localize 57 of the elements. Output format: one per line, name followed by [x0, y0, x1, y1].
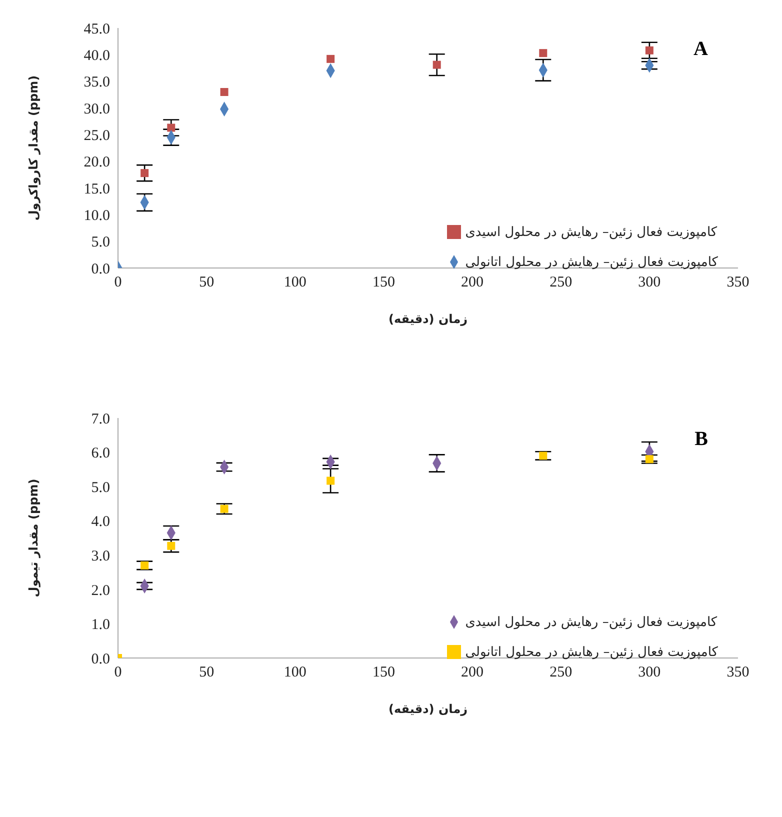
- y-tick-label: 5.0: [91, 234, 110, 251]
- point: [220, 504, 228, 513]
- y-tick-label: 10.0: [84, 208, 110, 224]
- point: [326, 54, 335, 63]
- x-tick-label: 50: [199, 664, 214, 681]
- legend-label: کامپوزیت فعال زئین– رهایش در محلول اسیدی: [465, 615, 718, 630]
- y-tick-label: 15.0: [84, 181, 110, 198]
- x-tick-label: 100: [284, 664, 306, 681]
- x-tick-label: 200: [461, 274, 484, 291]
- y-tick-label: 40.0: [84, 48, 110, 64]
- y-axis-title: مقدار تیمول (ppm): [26, 478, 40, 598]
- x-tick-label: 150: [372, 664, 395, 681]
- point: [167, 542, 176, 550]
- y-tick-label: 2.0: [91, 582, 110, 599]
- point: [539, 49, 548, 58]
- x-tick-label: 250: [550, 274, 572, 291]
- point: [539, 452, 548, 460]
- y-tick-label: 1.0: [91, 617, 110, 634]
- y-tick-label: 20.0: [84, 154, 110, 171]
- x-tick-label: 0: [114, 664, 122, 681]
- y-axis-title: مقدار کارواکرول (ppm): [26, 75, 40, 221]
- x-tick-label: 300: [638, 274, 661, 291]
- y-tick-label: 0.0: [91, 651, 110, 668]
- point: [220, 88, 228, 96]
- x-tick-label: 200: [461, 664, 484, 681]
- x-tick-label: 100: [284, 274, 306, 291]
- y-tick-label: 4.0: [91, 514, 110, 530]
- legend-label: کامپوزیت فعال زئین– رهایش در محلول اتانولی: [465, 645, 718, 660]
- legend-label: کامپوزیت فعال زئین– رهایش در محلول اسیدی: [465, 225, 718, 240]
- y-tick-label: 6.0: [91, 446, 110, 462]
- point: [167, 124, 176, 132]
- y-tick-label: 0.0: [91, 261, 110, 278]
- x-tick-label: 150: [372, 274, 395, 291]
- x-tick-label: 300: [638, 664, 661, 681]
- annotation: A: [694, 38, 708, 61]
- y-tick-label: 7.0: [91, 411, 110, 428]
- y-tick-label: 25.0: [84, 128, 110, 144]
- x-tick-label: 250: [550, 664, 572, 681]
- point: [140, 561, 149, 570]
- point: [326, 476, 335, 485]
- point: [645, 455, 654, 464]
- x-tick-label: 350: [726, 274, 750, 291]
- y-tick-label: 30.0: [84, 101, 110, 118]
- y-tick-label: 5.0: [91, 480, 110, 496]
- legend-label: کامپوزیت فعال زئین– رهایش در محلول اتانولی: [465, 255, 718, 270]
- point: [432, 60, 441, 69]
- x-axis-title: زمان (دقیقه): [388, 702, 468, 716]
- x-axis-title: زمان (دقیقه): [388, 312, 468, 326]
- x-tick-label: 50: [199, 274, 214, 291]
- y-tick-label: 45.0: [84, 21, 110, 38]
- x-tick-label: 0: [114, 274, 122, 291]
- y-tick-label: 35.0: [84, 74, 110, 91]
- annotation: B: [694, 428, 708, 451]
- point: [645, 46, 654, 54]
- y-tick-label: 3.0: [91, 548, 110, 564]
- point: [140, 169, 149, 178]
- x-tick-label: 350: [726, 664, 750, 681]
